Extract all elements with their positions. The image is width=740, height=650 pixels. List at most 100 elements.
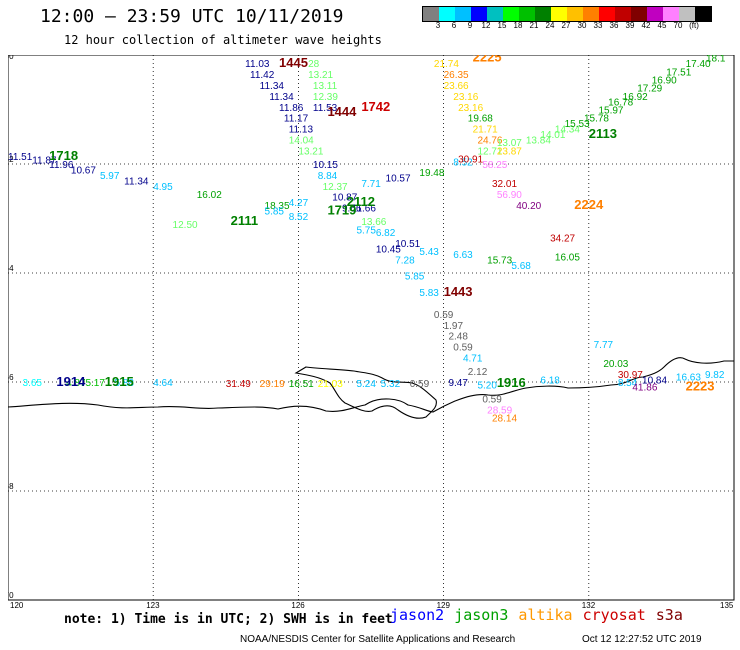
wave-height-value: 21.71 — [473, 125, 498, 136]
map-title: 12:00 – 23:59 UTC 10/11/2019 — [40, 6, 344, 27]
wave-height-value: 30.91 — [458, 155, 483, 166]
wave-height-value: 16.92 — [623, 92, 648, 103]
wave-height-value: 6.82 — [376, 228, 396, 239]
scale-label: 30 — [577, 21, 587, 30]
scale-label: 45 — [657, 21, 667, 30]
pass-time-label: 1915 — [105, 374, 134, 389]
wave-height-value: 23.66 — [444, 81, 469, 92]
scale-swatch — [679, 7, 695, 21]
pass-time-label: 2113 — [589, 126, 617, 141]
scale-label: 9 — [467, 21, 473, 30]
wave-height-value: 28.59 — [487, 405, 512, 416]
scale-swatch — [503, 7, 519, 21]
wave-height-value: 19.48 — [419, 168, 444, 179]
coastline-detail — [294, 366, 437, 419]
scale-label: 21 — [529, 21, 539, 30]
wave-height-value: 12.50 — [173, 220, 198, 231]
color-scale-labels: 3 6 9 12 15 18 21 24 27 30 33 36 39 42 45 70 (ft) — [422, 21, 702, 30]
scale-label: 42 — [641, 21, 651, 30]
wave-height-value: 13.84 — [526, 135, 551, 146]
wave-height-value: 5.43 — [419, 247, 439, 258]
wave-height-value: 13.21 — [298, 146, 323, 157]
scale-label: (ft) — [689, 21, 699, 30]
scale-swatch — [423, 7, 439, 21]
credit-line: NOAA/NESDIS Center for Satellite Applica… — [240, 634, 516, 645]
scale-swatch — [663, 7, 679, 21]
wave-height-value: 17.51 — [666, 67, 691, 78]
wave-height-value: 5.75 — [356, 225, 376, 236]
wave-height-value: 56.90 — [497, 190, 522, 201]
scale-label: 12 — [481, 21, 491, 30]
wave-height-value: 12.39 — [313, 92, 338, 103]
wave-height-value: 15.73 — [487, 255, 512, 266]
wave-height-value: 5.88 — [114, 378, 134, 389]
color-scale-bar — [422, 6, 712, 22]
pass-time-label: 1443 — [444, 284, 473, 299]
wave-height-value: 40.20 — [516, 201, 541, 212]
wave-height-value: 4.87 — [66, 378, 86, 389]
wave-height-value: 1.97 — [444, 321, 464, 332]
wave-height-value: 14.04 — [289, 135, 314, 146]
wave-height-value: 11.87 — [32, 156, 57, 167]
wave-height-value: 0.59 — [410, 379, 430, 390]
scale-spacer — [422, 21, 430, 30]
wave-height-value: 21.03 — [318, 379, 343, 390]
wave-height-value: 11.34 — [124, 176, 149, 187]
wave-height-value: 5.85 — [265, 206, 285, 217]
wave-height-value: 9.82 — [705, 370, 725, 381]
wave-height-value: 2.12 — [468, 367, 488, 378]
wave-height-value: 10.45 — [376, 244, 401, 255]
scale-swatch — [551, 7, 567, 21]
wave-height-value: 13.21 — [308, 70, 333, 81]
scale-label: 70 — [673, 21, 683, 30]
pass-time-label: 1445 — [279, 55, 308, 70]
wave-height-value: 41.86 — [632, 382, 657, 393]
scale-swatch — [583, 7, 599, 21]
wave-height-value: 9.66 — [342, 204, 362, 215]
map-subtitle: 12 hour collection of altimeter wave hei… — [64, 33, 382, 47]
footnote: note: 1) Time is in UTC; 2) SWH is in fe… — [64, 612, 393, 627]
wave-height-value: 11.66 — [352, 204, 377, 215]
wave-height-value: 24.76 — [477, 135, 502, 146]
wave-height-value: 4.64 — [153, 378, 173, 389]
wave-height-value: 11.53 — [313, 103, 338, 114]
legend-item-altika: altika — [518, 606, 573, 624]
pass-time-label: 2223 — [686, 378, 715, 393]
wave-height-value: 2.48 — [448, 332, 468, 343]
lat-tick-label: -68 — [8, 482, 14, 491]
wave-height-value: 8.52 — [453, 157, 473, 168]
scale-swatch — [599, 7, 615, 21]
scale-swatch — [455, 7, 471, 21]
wave-height-value: 6.18 — [540, 375, 560, 386]
wave-height-value: 5.17 — [85, 378, 105, 389]
scale-swatch — [567, 7, 583, 21]
scale-swatch — [519, 7, 535, 21]
wave-height-value: 30.97 — [618, 370, 643, 381]
wave-height-value: 12.37 — [323, 182, 348, 193]
wave-height-value: 28.14 — [492, 413, 517, 424]
generated-timestamp: Oct 12 12:27:52 UTC 2019 — [582, 634, 702, 645]
pass-time-label: 2111 — [231, 213, 259, 228]
wave-height-value: 4.71 — [463, 353, 483, 364]
wave-height-value: 16.90 — [652, 76, 677, 87]
wave-height-value: 10.67 — [71, 165, 96, 176]
lat-tick-label: -70 — [8, 591, 14, 600]
wave-height-value: 7.77 — [594, 340, 614, 351]
wave-height-value: 23.87 — [497, 146, 522, 157]
pass-time-labels: 1718 1445 1742 1444 2225 2113 2224 2111 21121719… — [49, 55, 714, 393]
legend-item-s3a: s3a — [655, 606, 683, 624]
wave-height-value: 13.07 — [497, 138, 522, 149]
wave-height-value: 10.15 — [313, 160, 338, 171]
wave-height-value: 4.27 — [289, 198, 309, 209]
scale-label: 6 — [451, 21, 457, 30]
wave-height-value: 16.63 — [676, 373, 701, 384]
wave-height-value: 0.59 — [434, 310, 454, 321]
pass-time-label: 2225 — [473, 55, 502, 65]
wave-height-value: 19.68 — [468, 114, 493, 125]
wave-height-value: 16.78 — [608, 97, 633, 108]
wave-height-value: 5.24 — [356, 379, 376, 390]
scale-label: 15 — [497, 21, 507, 30]
wave-height-value: 20.03 — [603, 359, 628, 370]
legend-item-jason2: jason2 — [390, 606, 445, 624]
